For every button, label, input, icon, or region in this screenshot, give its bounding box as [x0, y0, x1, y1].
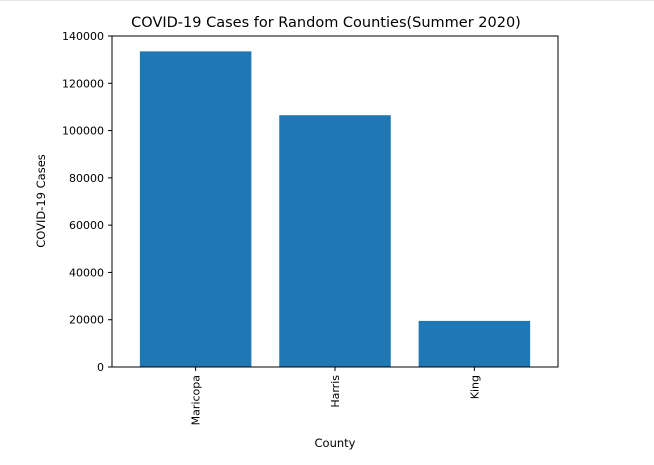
y-axis: 0 20000 40000 60000 80000 100000 120000 140000 [62, 30, 112, 374]
bar-harris [279, 115, 391, 367]
plot-frame [111, 35, 559, 368]
y-tick-label: 120000 [62, 77, 104, 90]
x-tick-label-king: King [468, 375, 481, 399]
x-tick-label-maricopa: Maricopa [190, 375, 203, 425]
bars-group [139, 51, 531, 367]
x-axis-label: County [315, 436, 356, 450]
y-tick-label: 60000 [69, 219, 104, 232]
y-tick-label: 140000 [62, 30, 104, 43]
y-tick-label: 20000 [69, 314, 104, 327]
x-axis: Maricopa Harris King [190, 367, 481, 425]
y-axis-label: COVID-19 Cases [34, 154, 48, 248]
bar-king [418, 320, 531, 367]
y-tick-label: 0 [97, 361, 104, 374]
x-tick-label-harris: Harris [329, 375, 342, 408]
y-tick-label: 100000 [62, 125, 104, 138]
cell-separator [0, 0, 654, 1]
chart-title: COVID-19 Cases for Random Counties(Summe… [131, 15, 521, 31]
bar-maricopa [139, 51, 252, 367]
y-tick-label: 80000 [69, 172, 104, 185]
y-tick-label: 40000 [69, 266, 104, 279]
